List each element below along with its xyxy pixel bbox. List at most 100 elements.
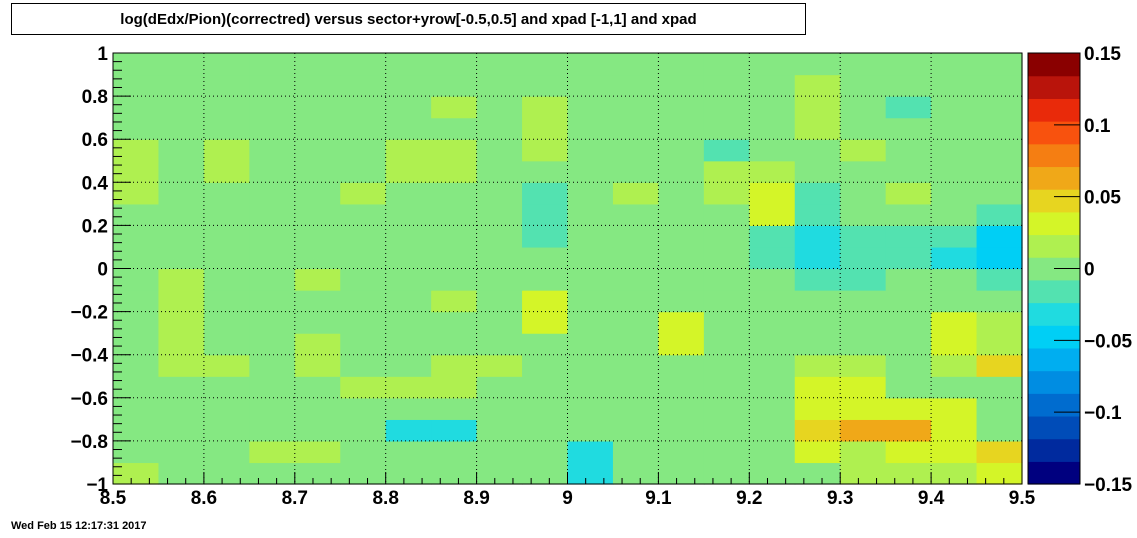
x-tick-label: 8.5 — [100, 488, 127, 509]
heatmap-bin — [885, 225, 932, 248]
heatmap-bin — [840, 333, 887, 356]
heatmap-bin — [976, 419, 1023, 442]
heatmap-bin — [385, 96, 432, 119]
heatmap-bin — [158, 333, 205, 356]
heatmap-bin — [249, 397, 296, 420]
heatmap-bin — [203, 225, 250, 248]
heatmap-bin — [522, 160, 569, 183]
heatmap-bin — [840, 117, 887, 140]
heatmap-bin — [431, 160, 478, 183]
heatmap-bin — [522, 354, 569, 377]
y-tick-label: 0.2 — [82, 216, 108, 237]
heatmap-bin — [158, 268, 205, 291]
heatmap-bin — [203, 203, 250, 226]
heatmap-bin — [931, 419, 978, 442]
heatmap-bin — [885, 53, 932, 76]
x-tick-label: 9 — [562, 488, 573, 509]
heatmap-bin — [385, 376, 432, 399]
heatmap-bin — [113, 311, 160, 334]
heatmap-bin — [431, 246, 478, 270]
heatmap-bin — [385, 117, 432, 140]
palette-swatch — [1028, 143, 1080, 168]
heatmap-bin — [840, 246, 887, 270]
heatmap-bin — [203, 440, 250, 464]
palette-swatch — [1028, 189, 1080, 213]
heatmap-bin — [931, 117, 978, 140]
heatmap-bin — [794, 96, 841, 119]
heatmap-bin — [249, 96, 296, 119]
heatmap-bin — [794, 203, 841, 226]
y-tick-label: −0.4 — [70, 346, 108, 367]
heatmap-bin — [113, 354, 160, 377]
palette-swatch — [1028, 98, 1080, 122]
heatmap-bin — [340, 117, 387, 140]
heatmap-bin — [522, 203, 569, 226]
heatmap-bin — [567, 117, 614, 140]
heatmap-bin — [976, 117, 1023, 140]
heatmap-bin — [840, 462, 887, 485]
heatmap-bin — [476, 419, 523, 442]
heatmap-bin — [249, 290, 296, 313]
heatmap-bin — [749, 440, 796, 464]
heatmap-bin — [203, 246, 250, 270]
heatmap-bin — [113, 182, 160, 205]
heatmap-bin — [476, 203, 523, 226]
heatmap-bin — [703, 117, 750, 140]
heatmap-bin — [885, 376, 932, 399]
heatmap-bin — [567, 440, 614, 464]
heatmap-bin — [976, 268, 1023, 291]
chart-title: log(dEdx/Pion)(correctred) versus sector… — [11, 3, 806, 35]
heatmap-bin — [294, 462, 341, 485]
palette-swatch — [1028, 234, 1080, 258]
heatmap-bin — [749, 203, 796, 226]
heatmap-bin — [476, 311, 523, 334]
heatmap-bin — [931, 53, 978, 76]
heatmap-bin — [113, 160, 160, 183]
heatmap-bin — [113, 419, 160, 442]
palette-swatch — [1028, 415, 1080, 440]
heatmap-bin — [340, 182, 387, 205]
heatmap-bin — [567, 139, 614, 162]
heatmap-bin — [703, 246, 750, 270]
heatmap-bin — [431, 139, 478, 162]
heatmap-bin — [476, 225, 523, 248]
heatmap-bin — [431, 53, 478, 76]
heatmap-bin — [658, 117, 705, 140]
heatmap-bin — [976, 53, 1023, 76]
heatmap-bin — [931, 333, 978, 356]
heatmap-bin — [203, 74, 250, 97]
heatmap-bin — [249, 333, 296, 356]
heatmap-bin — [203, 419, 250, 442]
heatmap-bin — [522, 376, 569, 399]
palette-tick-label: 0.15 — [1084, 44, 1121, 65]
heatmap-bin — [249, 53, 296, 76]
x-tick-label: 8.8 — [372, 488, 398, 509]
heatmap-bin — [522, 53, 569, 76]
heatmap-bin — [567, 419, 614, 442]
heatmap-bin — [340, 96, 387, 119]
heatmap-bin — [976, 290, 1023, 313]
x-tick-label: 8.7 — [282, 488, 308, 509]
heatmap-bin — [431, 311, 478, 334]
heatmap-bin — [703, 53, 750, 76]
heatmap-bin — [658, 397, 705, 420]
x-tick-label: 9.1 — [645, 488, 672, 509]
heatmap-bin — [749, 333, 796, 356]
heatmap-bin — [658, 376, 705, 399]
heatmap-bin — [431, 419, 478, 442]
heatmap-bin — [340, 354, 387, 377]
heatmap-bin — [385, 139, 432, 162]
heatmap-bin — [658, 440, 705, 464]
heatmap-bin — [294, 160, 341, 183]
x-tick-label: 8.6 — [191, 488, 217, 509]
heatmap-bin — [885, 139, 932, 162]
heatmap-bin — [385, 182, 432, 205]
heatmap-bin — [612, 311, 659, 334]
heatmap-bin — [249, 419, 296, 442]
heatmap-bin — [885, 96, 932, 119]
heatmap-bin — [522, 397, 569, 420]
heatmap-bin — [658, 246, 705, 270]
heatmap-bin — [249, 203, 296, 226]
heatmap-bin — [340, 246, 387, 270]
palette-swatch — [1028, 302, 1080, 326]
